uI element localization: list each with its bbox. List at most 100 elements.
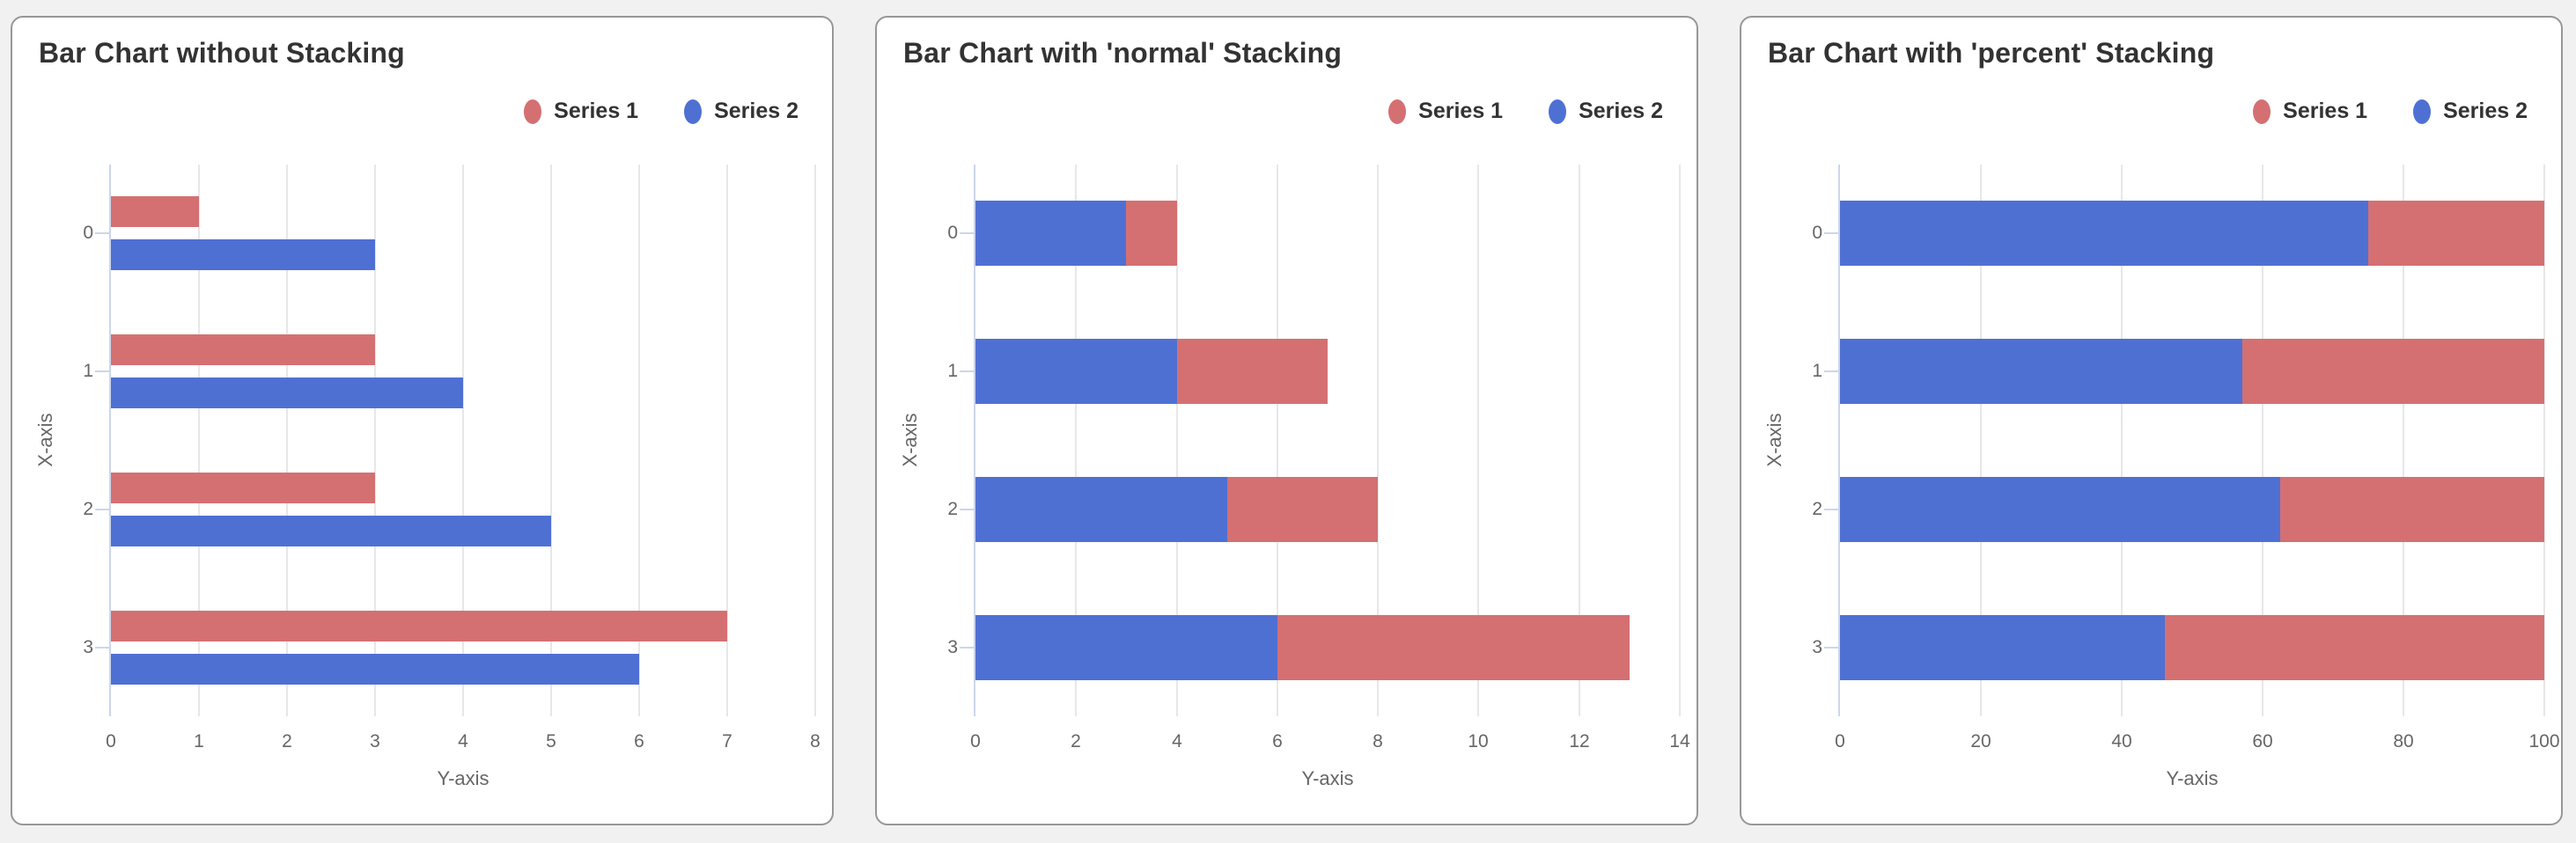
gridline [726, 165, 728, 716]
tick-mark [960, 647, 975, 649]
category-label: 3 [1812, 637, 1822, 657]
gridline [1477, 165, 1479, 716]
series-1-marker-icon [2253, 99, 2271, 124]
bar-series-1-cat-0[interactable] [2368, 201, 2544, 266]
value-tick-label: 3 [370, 731, 380, 751]
value-tick-label: 7 [722, 731, 732, 751]
category-label: 0 [1812, 223, 1822, 243]
value-tick-label: 12 [1569, 731, 1590, 751]
bar-series-2-cat-3[interactable] [111, 654, 639, 685]
tick-mark [1824, 370, 1840, 372]
bar-series-1-cat-1[interactable] [111, 334, 375, 365]
value-tick-label: 14 [1669, 731, 1690, 751]
legend-item-series-2[interactable]: Series 2 [1549, 99, 1663, 124]
bar-series-2-cat-1[interactable] [975, 339, 1177, 404]
bar-series-1-cat-1[interactable] [2242, 339, 2544, 404]
bar-series-2-cat-3[interactable] [1840, 615, 2165, 680]
gridline [198, 165, 200, 716]
bar-series-2-cat-2[interactable] [975, 477, 1227, 542]
value-tick-label: 20 [1970, 731, 1991, 751]
bar-series-1-cat-0[interactable] [1126, 201, 1177, 266]
value-tick-label: 1 [194, 731, 204, 751]
value-tick-label: 8 [1373, 731, 1383, 751]
gridline [550, 165, 552, 716]
legend-item-series-2[interactable]: Series 2 [2413, 99, 2528, 124]
category-axis-line [109, 165, 111, 716]
x-axis-title: X-axis [34, 413, 56, 467]
value-tick-label: 100 [2528, 731, 2560, 751]
category-label: 3 [83, 637, 93, 657]
x-axis-title: X-axis [899, 413, 921, 467]
gridline [1980, 165, 1982, 716]
tick-mark [1824, 647, 1840, 649]
y-axis-title: Y-axis [437, 767, 489, 789]
bar-series-1-cat-2[interactable] [1227, 477, 1378, 542]
gridline [1679, 165, 1681, 716]
bar-series-2-cat-0[interactable] [975, 201, 1126, 266]
tick-mark [960, 232, 975, 234]
tick-mark [95, 370, 111, 372]
bar-series-1-cat-3[interactable] [111, 611, 727, 641]
series-2-marker-icon [1549, 99, 1567, 124]
bar-series-1-cat-2[interactable] [2280, 477, 2544, 542]
gridline [2543, 165, 2545, 716]
value-tick-label: 6 [634, 731, 644, 751]
legend-label-series-2: Series 2 [714, 99, 799, 123]
series-1-marker-icon [524, 99, 542, 124]
value-tick-label: 60 [2252, 731, 2273, 751]
bar-series-2-cat-2[interactable] [111, 516, 551, 546]
value-tick-label: 4 [1172, 731, 1182, 751]
bar-series-1-cat-0[interactable] [111, 196, 199, 227]
legend-item-series-2[interactable]: Series 2 [684, 99, 799, 124]
category-label: 3 [947, 637, 958, 657]
value-tick-label: 6 [1272, 731, 1283, 751]
bar-series-1-cat-3[interactable] [1277, 615, 1630, 680]
chart-title: Bar Chart with 'normal' Stacking [903, 37, 1343, 69]
bar-series-2-cat-0[interactable] [111, 239, 375, 270]
chart-title: Bar Chart without Stacking [39, 37, 405, 69]
y-axis-title: Y-axis [2166, 767, 2219, 789]
x-axis-title: X-axis [1763, 413, 1785, 467]
bar-series-2-cat-3[interactable] [975, 615, 1277, 680]
bar-series-2-cat-1[interactable] [1840, 339, 2242, 404]
legend-item-series-1[interactable]: Series 1 [2253, 99, 2367, 124]
bar-series-1-cat-1[interactable] [1177, 339, 1328, 404]
gridline [2403, 165, 2404, 716]
legend-item-series-1[interactable]: Series 1 [524, 99, 638, 124]
series-2-marker-icon [2413, 99, 2432, 124]
bar-series-2-cat-2[interactable] [1840, 477, 2280, 542]
bar-series-1-cat-2[interactable] [111, 473, 375, 503]
gridline [462, 165, 464, 716]
value-tick-label: 4 [458, 731, 468, 751]
series-1-marker-icon [1388, 99, 1407, 124]
category-label: 1 [947, 361, 958, 381]
legend-label-series-1: Series 1 [1418, 99, 1504, 123]
tick-mark [960, 509, 975, 510]
gridline [2121, 165, 2123, 716]
bar-series-1-cat-3[interactable] [2165, 615, 2544, 680]
value-tick-label: 2 [1071, 731, 1081, 751]
bar-series-2-cat-1[interactable] [111, 378, 463, 408]
legend-label-series-2: Series 2 [1579, 99, 1663, 123]
category-label: 0 [83, 223, 93, 243]
chart-title: Bar Chart with 'percent' Stacking [1768, 37, 2215, 69]
tick-mark [1824, 232, 1840, 234]
category-label: 2 [947, 499, 958, 519]
legend-label-series-1: Series 1 [2283, 99, 2368, 123]
gridline [374, 165, 376, 716]
value-tick-label: 0 [106, 731, 116, 751]
legend-label-series-2: Series 2 [2443, 99, 2528, 123]
legend-item-series-1[interactable]: Series 1 [1388, 99, 1503, 124]
category-label: 2 [83, 499, 93, 519]
legend: Series 1 Series 2 [1388, 99, 1663, 124]
category-axis-line [1838, 165, 1840, 716]
chart-card-normal-stacking: Bar Chart with 'normal' Stacking Series … [875, 16, 1698, 825]
plot-area: 0 1 2 3 0 2 4 6 8 10 12 14 [947, 165, 1690, 751]
value-tick-label: 40 [2111, 731, 2132, 751]
tick-mark [95, 647, 111, 649]
value-tick-label: 0 [970, 731, 981, 751]
legend-label-series-1: Series 1 [554, 99, 639, 123]
value-tick-label: 80 [2393, 731, 2414, 751]
bar-series-2-cat-0[interactable] [1840, 201, 2368, 266]
